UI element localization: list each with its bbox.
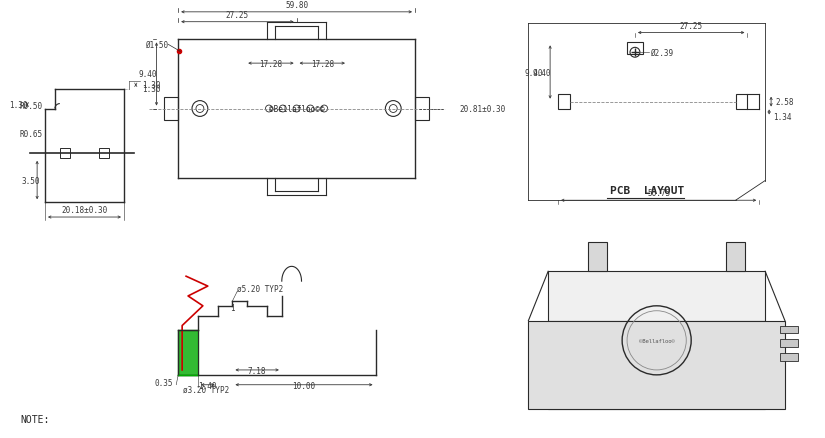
Text: ©Bellafloo©©: ©Bellafloo©© <box>269 105 324 114</box>
Text: ø3.20 TYP2: ø3.20 TYP2 <box>183 385 229 394</box>
Polygon shape <box>178 331 198 375</box>
Text: 27.25: 27.25 <box>680 21 703 31</box>
Text: 1.30: 1.30 <box>142 81 160 90</box>
Bar <box>60 148 69 159</box>
Bar <box>164 97 178 121</box>
Bar <box>558 95 570 110</box>
Bar <box>548 272 765 321</box>
Text: Ø1.50: Ø1.50 <box>145 41 168 50</box>
Text: 56.75: 56.75 <box>647 189 670 198</box>
Text: 10.00: 10.00 <box>292 381 315 390</box>
Text: 7.18: 7.18 <box>248 366 266 375</box>
Bar <box>736 95 747 110</box>
Text: 27.25: 27.25 <box>226 11 249 20</box>
Text: 1.40: 1.40 <box>199 381 217 390</box>
Bar <box>627 43 643 55</box>
Text: 9.40: 9.40 <box>532 68 551 78</box>
Text: PCB  LAYOUT: PCB LAYOUT <box>610 186 684 196</box>
Text: 1: 1 <box>230 304 235 313</box>
Text: R0.65: R0.65 <box>20 129 43 138</box>
Text: NOTE:: NOTE: <box>21 414 50 424</box>
Text: 1.34: 1.34 <box>773 113 791 122</box>
Text: 9.40: 9.40 <box>139 71 158 79</box>
Text: 20.18±0.30: 20.18±0.30 <box>61 205 107 215</box>
Text: Ø2.39: Ø2.39 <box>650 49 673 58</box>
Bar <box>415 97 429 121</box>
Text: 17.28: 17.28 <box>259 60 282 69</box>
Bar <box>726 242 746 272</box>
Text: 59.80: 59.80 <box>285 1 309 10</box>
Bar <box>780 339 798 347</box>
Text: ©Bellafloo©: ©Bellafloo© <box>639 338 675 343</box>
Text: ø5.20 TYP2: ø5.20 TYP2 <box>238 284 284 293</box>
Text: 17.28: 17.28 <box>311 60 334 69</box>
Text: R0.50: R0.50 <box>20 102 43 111</box>
Text: 3.50: 3.50 <box>21 176 40 185</box>
Text: 1.30: 1.30 <box>10 101 28 110</box>
Bar <box>780 326 798 334</box>
Bar <box>99 148 109 159</box>
Text: 9.40: 9.40 <box>525 68 543 78</box>
Text: 0.35: 0.35 <box>155 378 173 387</box>
Text: 20.81±0.30: 20.81±0.30 <box>460 105 506 114</box>
Bar <box>548 321 765 410</box>
Text: 1.30: 1.30 <box>142 85 160 94</box>
Text: 2.58: 2.58 <box>775 98 794 107</box>
Bar <box>587 242 607 272</box>
Bar <box>529 321 785 410</box>
Bar <box>780 353 798 361</box>
